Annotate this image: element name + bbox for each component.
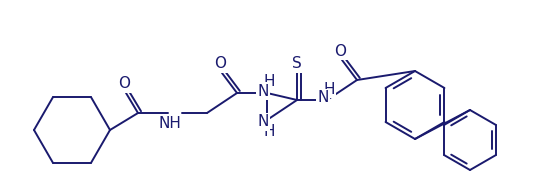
Text: NH: NH [158, 117, 181, 132]
Text: N: N [257, 84, 269, 98]
Text: O: O [334, 44, 346, 59]
Text: N: N [257, 114, 269, 129]
Text: S: S [292, 56, 302, 71]
Text: H: H [263, 74, 275, 89]
Text: H: H [323, 81, 335, 97]
Text: H: H [263, 123, 275, 138]
Text: O: O [118, 76, 130, 92]
Text: O: O [214, 56, 226, 71]
Text: N: N [318, 90, 329, 105]
